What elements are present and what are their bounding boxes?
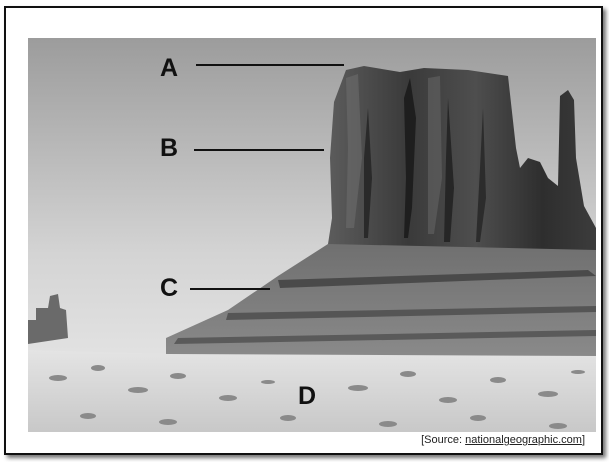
source-link[interactable]: nationalgeographic.com (465, 434, 582, 446)
leader-line-c (190, 288, 270, 290)
label-d: D (298, 382, 317, 410)
label-a: A (160, 54, 179, 82)
label-b: B (160, 134, 179, 162)
leader-line-b (194, 149, 324, 151)
source-prefix: [Source: (421, 434, 466, 446)
source-credit: [Source: nationalgeographic.com] (421, 434, 585, 446)
label-c: C (160, 274, 179, 302)
figure-frame: A B C D [Source: nationalgeographic.com] (4, 6, 603, 455)
source-suffix: ] (581, 434, 585, 446)
leader-line-a (196, 64, 344, 66)
butte-photo (28, 38, 596, 432)
